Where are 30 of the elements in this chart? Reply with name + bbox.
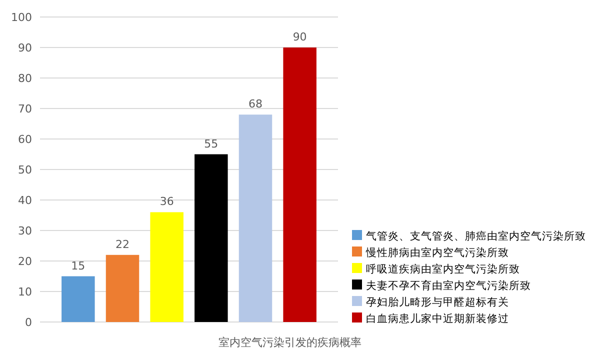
y-tick-label: 10 bbox=[18, 286, 32, 298]
y-tick-label: 0 bbox=[25, 316, 32, 329]
data-label: 90 bbox=[292, 30, 307, 44]
y-tick-label: 40 bbox=[18, 194, 32, 207]
bar bbox=[62, 276, 95, 322]
legend-label: 白血病患儿家中近期新装修过 bbox=[366, 312, 509, 325]
data-label: 36 bbox=[160, 195, 174, 208]
legend-label: 夫妻不孕不育由室内空气污染所致 bbox=[366, 279, 531, 292]
y-tick-label: 90 bbox=[18, 42, 32, 54]
legend-label: 呼吸道疾病由室内空气污染所致 bbox=[366, 262, 520, 276]
y-tick-label: 30 bbox=[18, 224, 32, 238]
legend-label: 气管炎、支气管炎、肺癌由室内空气污染所致 bbox=[366, 230, 586, 242]
bar bbox=[150, 212, 184, 322]
y-tick-label: 80 bbox=[18, 72, 32, 85]
data-label: 22 bbox=[116, 238, 130, 251]
legend-label: 孕妇胎儿畸形与甲醛超标有关 bbox=[366, 296, 509, 308]
y-tick-label: 20 bbox=[18, 255, 32, 268]
x-axis-title: 室内空气污染引发的疾病概率 bbox=[218, 336, 362, 349]
bar bbox=[106, 254, 140, 322]
y-tick-label: 70 bbox=[18, 102, 32, 116]
bar bbox=[283, 48, 316, 322]
bar bbox=[194, 154, 228, 322]
data-label: 55 bbox=[204, 137, 218, 150]
bar bbox=[238, 114, 272, 322]
y-tick-label: 100 bbox=[11, 11, 32, 24]
data-label: 68 bbox=[248, 98, 262, 111]
data-label: 15 bbox=[71, 259, 86, 272]
y-tick-label: 50 bbox=[18, 164, 32, 176]
legend-label: 慢性肺病由室内空气污染所致 bbox=[365, 246, 509, 259]
y-tick-label: 60 bbox=[18, 133, 32, 146]
